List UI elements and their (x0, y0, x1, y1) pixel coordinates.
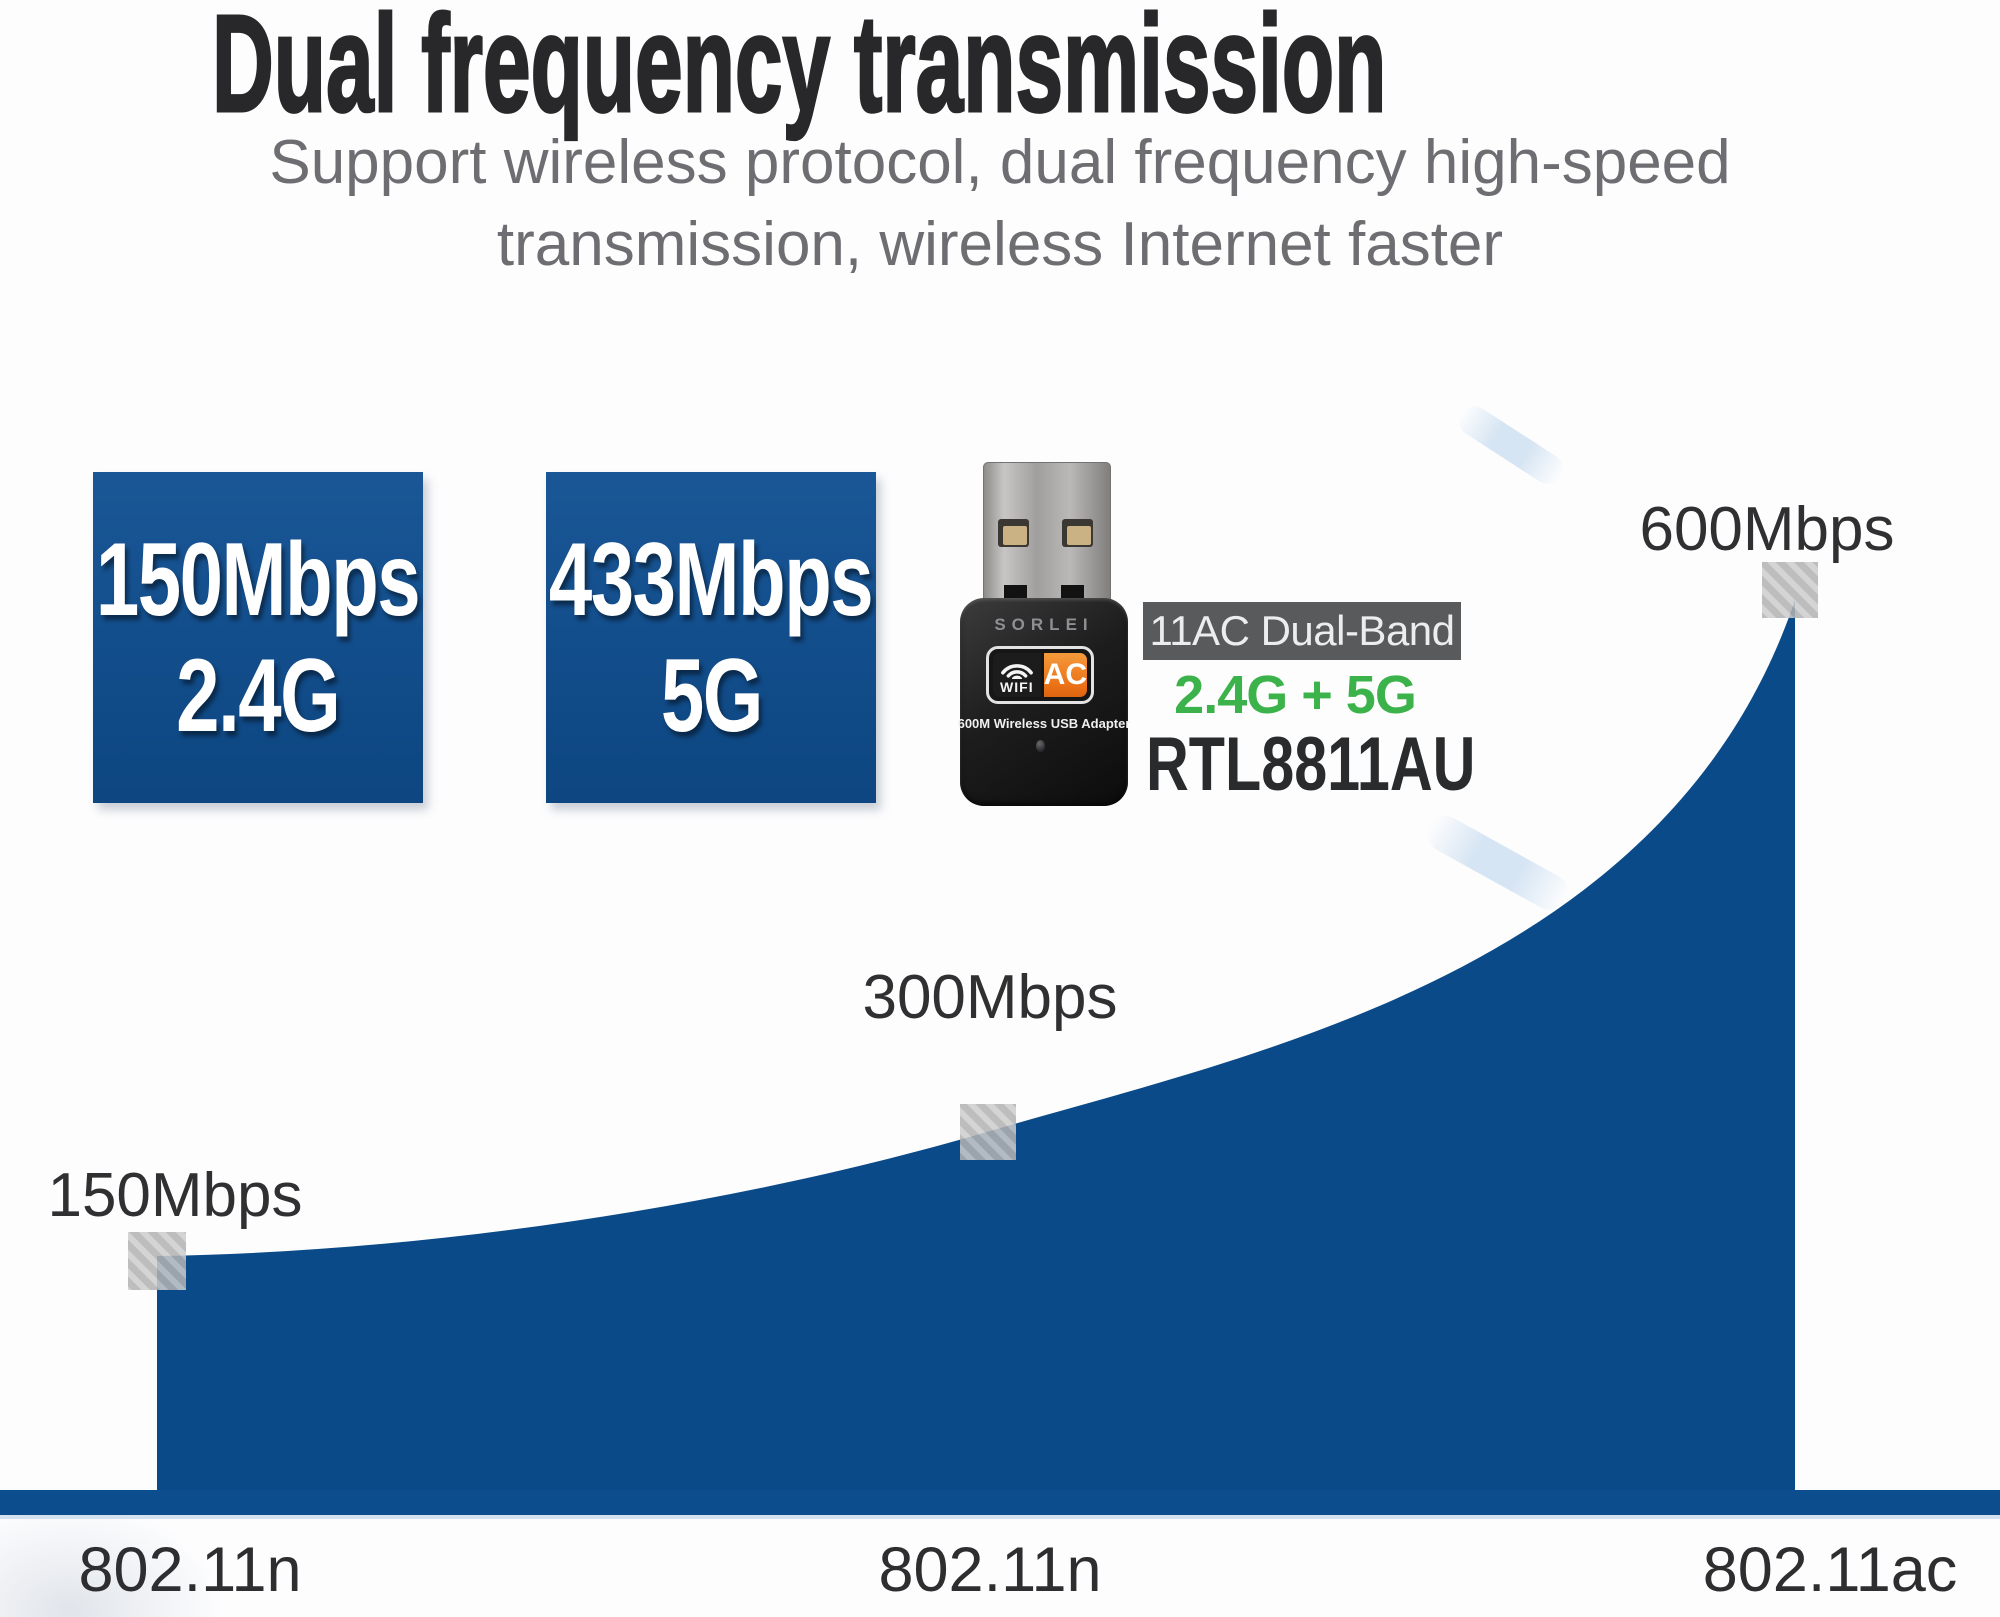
x-axis-label-802-11n-mid: 802.11n (878, 1535, 1102, 1605)
usb-slot-contact (1003, 526, 1027, 545)
data-marker-300 (960, 1104, 1016, 1160)
point-label-600mbps: 600Mbps (1639, 495, 1895, 564)
wifi-ac-logo: WIFI AC (986, 646, 1094, 704)
data-marker-150 (128, 1232, 186, 1290)
point-label-150mbps: 150Mbps (47, 1161, 303, 1230)
badge-speed: 433Mbps (549, 521, 874, 638)
chipset-text: RTL8811AU (1146, 722, 1476, 807)
x-axis-label-802-11n-left: 802.11n (78, 1535, 302, 1605)
usb-notch (1004, 585, 1027, 601)
brand-label: SORLEI (994, 615, 1094, 634)
bands-text: 2.4G + 5G (1174, 665, 1417, 725)
x-axis-label-802-11ac: 802.11ac (1702, 1535, 1958, 1605)
corner-shading (0, 1500, 230, 1617)
adapter-caption: 600M Wireless USB Adapter (957, 716, 1131, 731)
badge-band: 5G (660, 637, 763, 754)
data-marker-600 (1762, 562, 1818, 618)
usb-slot (1062, 519, 1093, 547)
page-title: Dual frequency transmission (211, 0, 1387, 141)
point-label-300mbps: 300Mbps (862, 963, 1118, 1032)
dual-band-tag: 11AC Dual-Band (1143, 602, 1461, 660)
usb-slot (998, 519, 1029, 547)
badge-speed: 150Mbps (96, 521, 421, 638)
subtitle-line-2: transmission, wireless Internet faster (496, 210, 1504, 279)
badge-band: 2.4G (176, 637, 341, 754)
wifi-arcs-icon (1000, 663, 1033, 679)
speed-badge-2-4g: 150Mbps 2.4G (93, 472, 423, 803)
usb-notch (1061, 585, 1084, 601)
ac-label-cell: AC (1043, 653, 1087, 697)
speed-area-shape (157, 600, 1795, 1490)
x-axis-bar-highlight (0, 1515, 2000, 1519)
page-subtitle: Support wireless protocol, dual frequenc… (0, 122, 2000, 286)
usb-connector (983, 462, 1111, 601)
x-axis-bar (0, 1490, 2000, 1515)
subtitle-line-1: Support wireless protocol, dual frequenc… (269, 128, 1731, 197)
wifi-label: WIFI (1000, 678, 1034, 695)
wifi-logo-cell: WIFI (993, 653, 1041, 697)
speed-badge-5g: 433Mbps 5G (546, 472, 876, 803)
usb-slot-contact (1067, 526, 1091, 545)
led-indicator (1036, 740, 1045, 752)
